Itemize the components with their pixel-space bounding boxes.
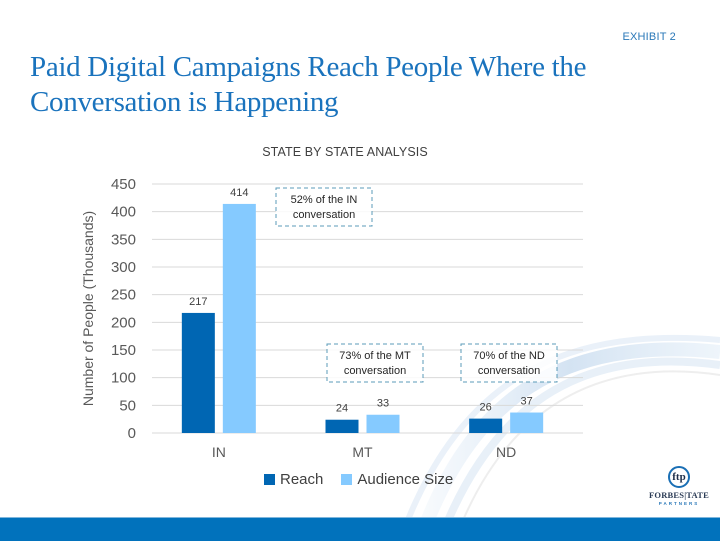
x-tick-label: ND — [496, 444, 516, 460]
bar-reach-in — [181, 312, 215, 433]
y-tick-label: 150 — [111, 342, 136, 359]
legend-label-audience-size: Audience Size — [357, 471, 454, 488]
y-tick-label: 100 — [111, 370, 136, 387]
x-tick-label: IN — [212, 444, 226, 460]
data-label: 26 — [480, 402, 492, 414]
annotation-box-mt — [326, 343, 424, 383]
legend: Reach Audience Size — [264, 471, 471, 488]
legend-item-reach: Reach — [264, 471, 323, 488]
y-axis-label: Number of People (Thousands) — [80, 211, 96, 406]
y-tick-label: 350 — [111, 231, 136, 248]
y-tick-label: 400 — [111, 204, 136, 221]
bar-audience-size-in — [222, 203, 256, 433]
data-label: 414 — [230, 187, 248, 199]
slide-title: Paid Digital Campaigns Reach People Wher… — [30, 51, 587, 118]
y-tick-label: 450 — [111, 176, 136, 193]
bar-audience-size-nd — [510, 412, 544, 433]
y-tick-label: 250 — [111, 287, 136, 304]
legend-swatch-reach — [264, 474, 275, 485]
annotation-box-in — [275, 187, 373, 227]
annotation-line1: 52% of the IN — [291, 194, 358, 206]
footer-bar — [0, 517, 720, 541]
bar-reach-nd — [469, 418, 503, 433]
annotation-line2: conversation — [344, 365, 406, 377]
data-label: 24 — [336, 403, 348, 415]
bar-audience-size-mt — [366, 414, 400, 433]
annotation-box-nd — [460, 343, 558, 383]
annotation-line2: conversation — [478, 365, 540, 377]
y-tick-label: 0 — [128, 425, 136, 442]
chart-title: STATE BY STATE ANALYSIS — [262, 145, 428, 159]
y-tick-label: 200 — [111, 314, 136, 331]
forbes-tate-logo: ftp FORBES|TATE PARTNERS — [642, 466, 716, 506]
logo-monogram-icon: ftp — [668, 466, 690, 488]
legend-label-reach: Reach — [280, 471, 324, 488]
data-label: 33 — [377, 398, 389, 410]
logo-subtitle: PARTNERS — [658, 501, 700, 506]
logo-name: FORBES|TATE — [649, 490, 709, 500]
bar-reach-mt — [325, 419, 359, 433]
data-label: 37 — [521, 396, 533, 408]
data-label: 217 — [189, 296, 207, 308]
annotation-line1: 70% of the ND — [473, 350, 545, 362]
exhibit-label: EXHIBIT 2 — [622, 31, 676, 43]
annotation-line1: 73% of the MT — [339, 350, 411, 362]
legend-swatch-audience-size — [341, 474, 353, 485]
x-tick-label: MT — [352, 444, 373, 460]
legend-item-audience-size: Audience Size — [341, 471, 453, 488]
y-tick-label: 50 — [119, 397, 136, 414]
annotation-line2: conversation — [293, 209, 355, 221]
y-tick-label: 300 — [111, 259, 136, 276]
